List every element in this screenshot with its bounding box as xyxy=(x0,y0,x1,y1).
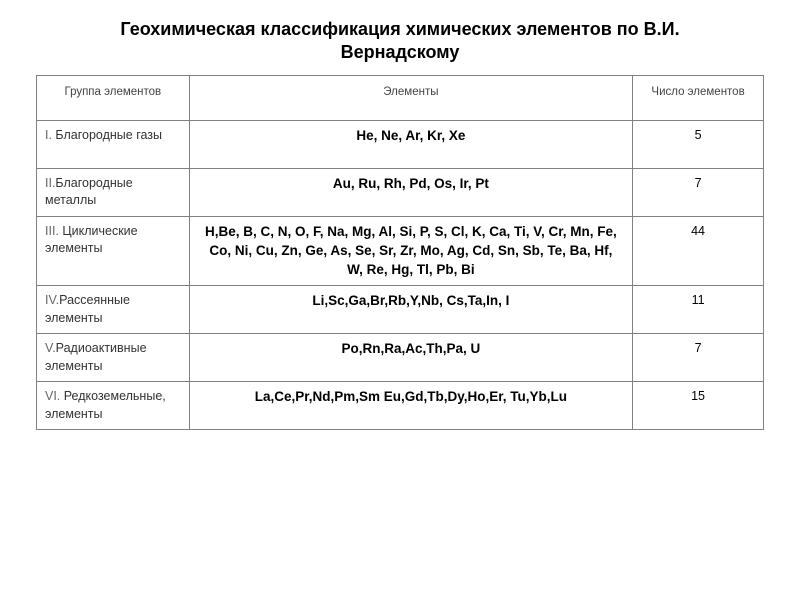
cell-count: 5 xyxy=(633,120,764,168)
cell-count: 7 xyxy=(633,168,764,216)
table-row: I. Благородные газыHe, Ne, Ar, Kr, Xe5 xyxy=(37,120,764,168)
group-roman: III. xyxy=(45,224,59,238)
cell-group: III. Циклические элементы xyxy=(37,216,190,286)
title-line-2: Вернадскому xyxy=(341,42,460,62)
cell-group: IV.Рассеянные элементы xyxy=(37,286,190,334)
classification-table: Группа элементов Элементы Число элементо… xyxy=(36,75,764,431)
group-name: Редкоземельные, элементы xyxy=(45,389,166,421)
group-roman: I. xyxy=(45,128,52,142)
col-header-count: Число элементов xyxy=(633,75,764,120)
cell-group: II.Благородные металлы xyxy=(37,168,190,216)
group-name: Благородные газы xyxy=(52,128,162,142)
group-roman: VI. xyxy=(45,389,60,403)
title-line-1: Геохимическая классификация химических э… xyxy=(120,19,679,39)
group-name: Благородные металлы xyxy=(45,176,133,208)
cell-elements: He, Ne, Ar, Kr, Xe xyxy=(189,120,632,168)
table-row: V.Радиоактивные элементыPo,Rn,Ra,Ac,Th,P… xyxy=(37,334,764,382)
cell-count: 11 xyxy=(633,286,764,334)
cell-elements: Au, Ru, Rh, Pd, Os, Ir, Pt xyxy=(189,168,632,216)
group-name: Циклические элементы xyxy=(45,224,138,256)
table-header-row: Группа элементов Элементы Число элементо… xyxy=(37,75,764,120)
table-row: II.Благородные металлыAu, Ru, Rh, Pd, Os… xyxy=(37,168,764,216)
cell-elements: H,Be, B, C, N, O, F, Na, Mg, Al, Si, P, … xyxy=(189,216,632,286)
group-name: Радиоактивные элементы xyxy=(45,341,147,373)
cell-group: I. Благородные газы xyxy=(37,120,190,168)
group-roman: IV. xyxy=(45,293,59,307)
table-row: III. Циклические элементыH,Be, B, C, N, … xyxy=(37,216,764,286)
group-roman: II. xyxy=(45,176,55,190)
cell-count: 44 xyxy=(633,216,764,286)
cell-count: 7 xyxy=(633,334,764,382)
cell-group: V.Радиоактивные элементы xyxy=(37,334,190,382)
cell-count: 15 xyxy=(633,382,764,430)
page-title: Геохимическая классификация химических э… xyxy=(36,18,764,65)
cell-group: VI. Редкоземельные, элементы xyxy=(37,382,190,430)
col-header-group: Группа элементов xyxy=(37,75,190,120)
group-roman: V. xyxy=(45,341,56,355)
cell-elements: La,Ce,Pr,Nd,Pm,Sm Eu,Gd,Tb,Dy,Ho,Er, Tu,… xyxy=(189,382,632,430)
table-body: I. Благородные газыHe, Ne, Ar, Kr, Xe5II… xyxy=(37,120,764,430)
cell-elements: Po,Rn,Ra,Ac,Th,Pa, U xyxy=(189,334,632,382)
page: Геохимическая классификация химических э… xyxy=(0,0,800,430)
col-header-elements: Элементы xyxy=(189,75,632,120)
table-row: IV.Рассеянные элементыLi,Sc,Ga,Br,Rb,Y,N… xyxy=(37,286,764,334)
cell-elements: Li,Sc,Ga,Br,Rb,Y,Nb, Cs,Ta,In, I xyxy=(189,286,632,334)
table-row: VI. Редкоземельные, элементыLa,Ce,Pr,Nd,… xyxy=(37,382,764,430)
